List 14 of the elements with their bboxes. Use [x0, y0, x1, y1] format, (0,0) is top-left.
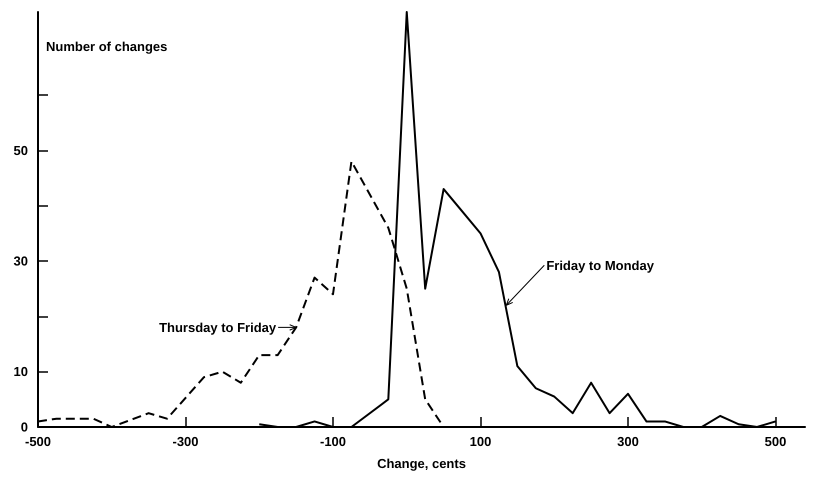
x-tick-label: 100 [470, 434, 492, 449]
annotation: Thursday to Friday [159, 320, 277, 335]
annotation: Friday to Monday [546, 258, 655, 273]
y-tick-label: 50 [14, 142, 28, 158]
x-tick-label: -500 [24, 434, 52, 449]
y-tick-label: 10 [14, 364, 28, 380]
y-axis-title: Number of changes [46, 39, 168, 54]
x-tick-label: 300 [617, 434, 639, 449]
y-tick-label: 30 [14, 254, 28, 268]
x-tick-label: -300 [172, 434, 199, 449]
y-tick-label: 0 [20, 420, 28, 434]
x-tick-label: 500 [764, 434, 786, 449]
x-tick-label: -100 [320, 434, 346, 449]
x-axis-title: Change, cents [377, 456, 466, 471]
